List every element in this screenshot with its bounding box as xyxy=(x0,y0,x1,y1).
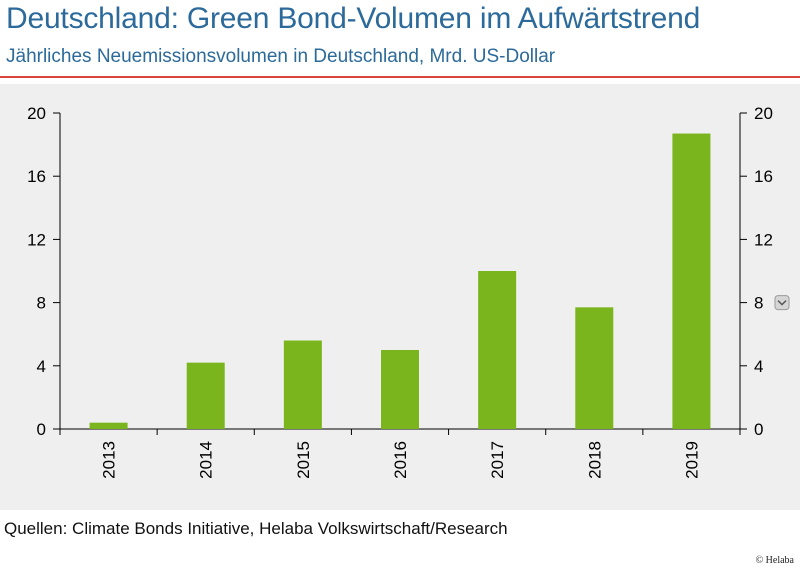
x-tick-label: 2018 xyxy=(585,441,604,479)
x-tick-label: 2019 xyxy=(682,441,701,479)
right-y-tick-label: 16 xyxy=(754,167,773,186)
bar xyxy=(575,307,614,429)
bar xyxy=(283,340,322,429)
left-y-tick-label: 8 xyxy=(37,294,46,313)
chart-subtitle: Jährliches Neuemissionsvolumen in Deutsc… xyxy=(6,46,556,67)
left-y-tick-label: 20 xyxy=(27,104,46,123)
chart-area: 0 0 4 4 8 8 12 12 16 16 20 20 2013 2014 2015 2016 2017 20… xyxy=(0,84,800,510)
x-tick-label: 2013 xyxy=(100,441,119,479)
plot-background xyxy=(0,84,800,510)
dropdown-marker xyxy=(774,295,790,311)
left-y-tick-label: 0 xyxy=(37,420,46,439)
bar-chart: 0 0 4 4 8 8 12 12 16 16 20 20 2013 2014 2015 2016 2017 20… xyxy=(0,84,800,510)
left-y-tick-label: 4 xyxy=(37,357,46,376)
bar xyxy=(672,133,711,429)
right-y-tick-label: 8 xyxy=(754,294,763,313)
source-note: Quellen: Climate Bonds Initiative, Helab… xyxy=(4,519,508,538)
bar xyxy=(478,271,517,429)
right-y-tick-label: 20 xyxy=(754,104,773,123)
x-tick-label: 2014 xyxy=(197,441,216,479)
bar xyxy=(89,422,128,429)
x-tick-label: 2016 xyxy=(391,441,410,479)
x-tick-label: 2015 xyxy=(294,441,313,479)
x-tick-label: 2017 xyxy=(488,441,507,479)
left-y-tick-label: 16 xyxy=(27,167,46,186)
left-y-tick-label: 12 xyxy=(27,230,46,249)
bar xyxy=(381,350,419,429)
copyright-note: © Helaba xyxy=(755,555,794,566)
right-y-tick-label: 0 xyxy=(754,420,763,439)
chevron-down-icon xyxy=(777,300,787,306)
title-divider xyxy=(0,76,800,78)
right-y-tick-label: 4 xyxy=(754,357,763,376)
chart-title: Deutschland: Green Bond-Volumen im Aufwä… xyxy=(6,2,701,35)
right-y-tick-label: 12 xyxy=(754,230,773,249)
bar xyxy=(186,362,225,429)
